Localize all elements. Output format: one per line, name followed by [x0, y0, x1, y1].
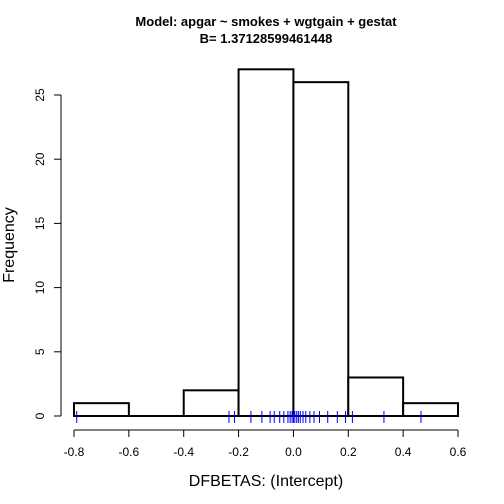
x-tick-label: 0.2 [340, 445, 357, 459]
histogram-bar [402, 402, 459, 418]
histogram-bar [347, 376, 405, 418]
histogram-bar [73, 402, 130, 418]
y-tick-label: 15 [33, 216, 47, 230]
y-axis: 0 5 10 15 20 25 [33, 88, 62, 419]
x-tick-label: 0.6 [450, 445, 467, 459]
y-tick-label: 5 [33, 348, 47, 355]
y-tick-label: 25 [33, 88, 47, 102]
x-tick-label: -0.4 [173, 445, 194, 459]
x-tick-label: -0.6 [119, 445, 140, 459]
x-tick-label: 0.4 [395, 445, 412, 459]
x-tick-label: 0.0 [285, 445, 302, 459]
x-tick-label: -0.8 [64, 445, 85, 459]
chart-subtitle: B= 1.37128599461448 [200, 31, 333, 46]
y-tick-label: 10 [33, 281, 47, 295]
y-tick-label: 20 [33, 152, 47, 166]
y-axis-label: Frequency [1, 207, 18, 283]
y-tick-label: 0 [33, 412, 47, 419]
chart-title: Model: apgar ~ smokes + wgtgain + gestat [135, 14, 397, 29]
x-axis-label: DFBETAS: (Intercept) [189, 473, 343, 490]
histogram-bar [182, 389, 240, 418]
rug-marks [76, 411, 422, 423]
histogram-bars [73, 68, 459, 418]
histogram-bar [292, 81, 350, 417]
x-tick-label: -0.2 [228, 445, 249, 459]
histogram-bar [237, 68, 295, 417]
x-axis: -0.8 -0.6 -0.4 -0.2 0.0 0.2 0.4 0.6 [64, 429, 467, 459]
